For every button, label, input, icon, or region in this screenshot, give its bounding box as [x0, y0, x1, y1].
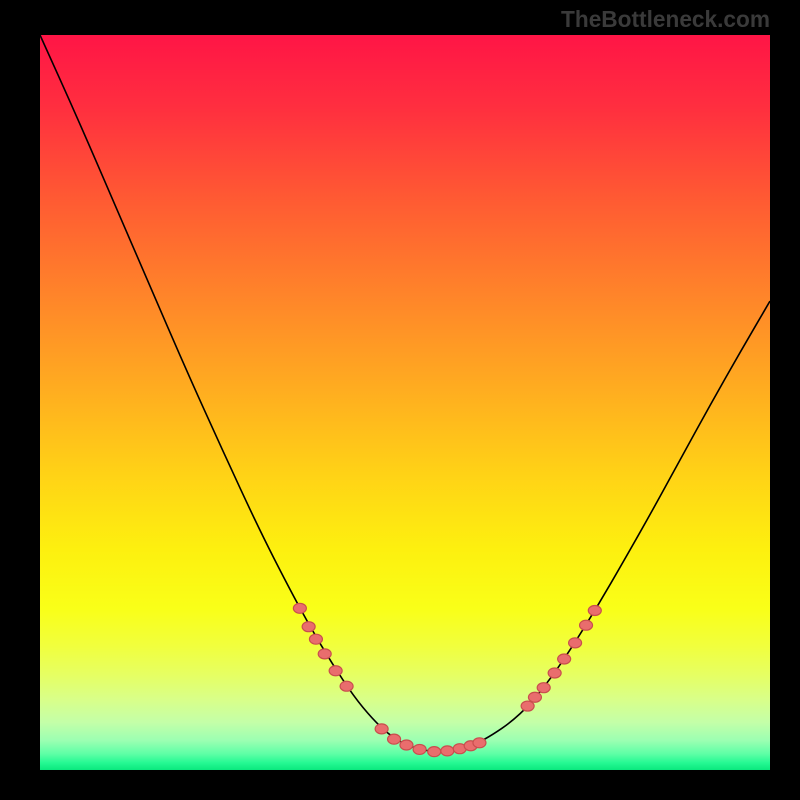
- marker-right: [558, 654, 571, 664]
- marker-right: [521, 701, 534, 711]
- marker-right: [528, 692, 541, 702]
- chart-container: TheBottleneck.com: [0, 0, 800, 800]
- marker-bottom: [441, 746, 454, 756]
- marker-right: [588, 606, 601, 616]
- marker-bottom: [413, 744, 426, 754]
- marker-bottom: [400, 740, 413, 750]
- marker-left: [340, 681, 353, 691]
- marker-right: [537, 683, 550, 693]
- marker-right: [580, 620, 593, 630]
- marker-bottom: [375, 724, 388, 734]
- marker-bottom: [473, 738, 486, 748]
- marker-left: [318, 649, 331, 659]
- watermark-text: TheBottleneck.com: [561, 6, 770, 33]
- marker-left: [309, 634, 322, 644]
- marker-bottom: [388, 734, 401, 744]
- marker-bottom: [428, 747, 441, 757]
- marker-right: [569, 638, 582, 648]
- marker-left: [329, 666, 342, 676]
- plot-area: [40, 35, 770, 770]
- marker-left: [293, 603, 306, 613]
- marker-left: [302, 622, 315, 632]
- marker-right: [548, 668, 561, 678]
- data-markers: [40, 35, 770, 770]
